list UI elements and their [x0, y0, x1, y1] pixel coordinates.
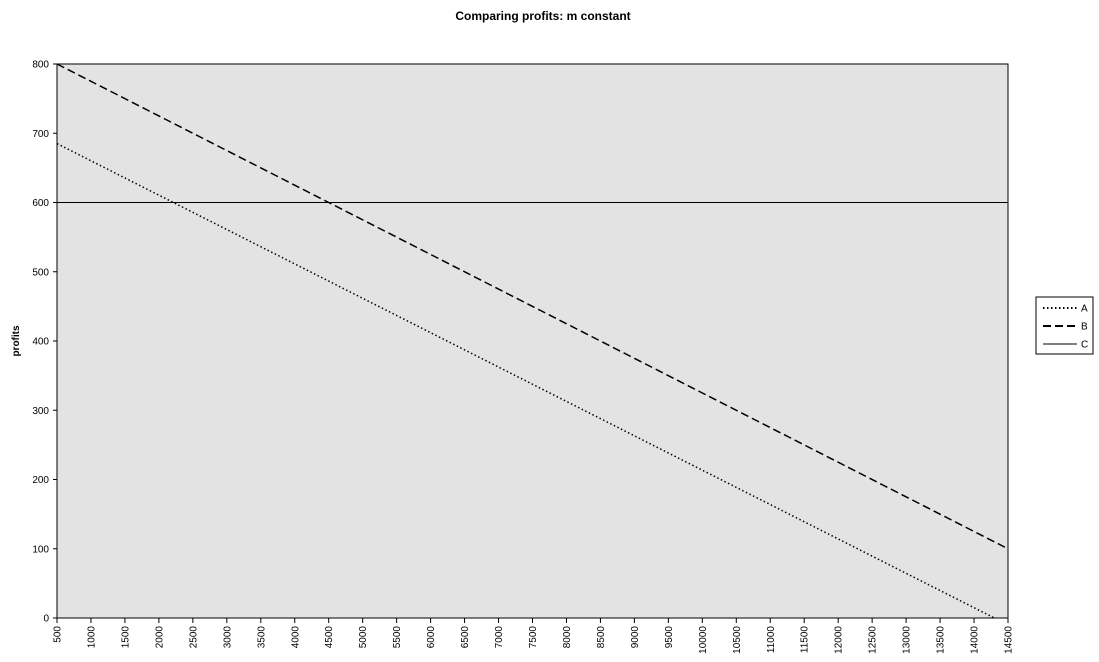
x-tick-label: 7500: [528, 626, 539, 649]
x-tick-label: 13500: [936, 626, 947, 654]
x-tick-label: 500: [53, 626, 64, 643]
x-tick-label: 3500: [256, 626, 267, 649]
x-tick-label: 7000: [494, 626, 505, 649]
x-axis: 500 1000 1500 2000 2500 3000 3500 4000 4500 5000 5…: [53, 618, 1015, 654]
legend-label-a: A: [1081, 304, 1088, 315]
x-tick-label: 3000: [222, 626, 233, 649]
series-b-line: [56, 63, 1009, 550]
x-tick-label: 4000: [290, 626, 301, 649]
x-tick-label: 5500: [392, 626, 403, 649]
x-tick-label: 11500: [800, 626, 811, 654]
x-tick-label: 12500: [868, 626, 879, 654]
x-tick-label: 2000: [154, 626, 165, 649]
x-tick-label: 5000: [358, 626, 369, 649]
x-tick-label: 6000: [426, 626, 437, 649]
legend-label-c: C: [1081, 340, 1088, 351]
y-tick-label: 300: [32, 406, 49, 417]
y-tick-label: 0: [43, 614, 49, 625]
y-tick-label: 800: [32, 60, 49, 71]
y-tick-label: 400: [32, 337, 49, 348]
y-tick-label: 100: [32, 544, 49, 555]
x-tick-label: 9500: [664, 626, 675, 649]
y-tick-label: 200: [32, 475, 49, 486]
x-tick-label: 10000: [698, 626, 709, 654]
x-tick-label: 13000: [902, 626, 913, 654]
plot-area: [56, 63, 1009, 619]
x-tick-label: 14500: [1004, 626, 1015, 654]
x-tick-label: 10500: [732, 626, 743, 654]
x-tick-label: 11000: [766, 626, 777, 654]
x-tick-label: 4500: [324, 626, 335, 649]
series-a-line: [56, 142, 995, 619]
x-tick-label: 1000: [86, 626, 97, 649]
x-tick-label: 8500: [596, 626, 607, 649]
x-tick-label: 14000: [970, 626, 981, 654]
y-tick-label: 600: [32, 198, 49, 209]
legend-label-b: B: [1081, 322, 1088, 333]
x-tick-label: 12000: [834, 626, 845, 654]
x-tick-label: 1500: [120, 626, 131, 649]
x-tick-label: 8000: [562, 626, 573, 649]
x-tick-label: 9000: [630, 626, 641, 649]
x-tick-label: 2500: [188, 626, 199, 649]
legend: ABC: [1035, 296, 1094, 355]
x-tick-label: 6500: [460, 626, 471, 649]
y-axis-label: profits: [11, 325, 22, 357]
series-lines: [56, 63, 1009, 619]
chart-title: Comparing profits: m constant: [455, 9, 630, 23]
y-tick-label: 700: [32, 129, 49, 140]
y-axis: 0 100 200 300 400 500 600 700 800: [32, 60, 57, 625]
y-tick-label: 500: [32, 267, 49, 278]
